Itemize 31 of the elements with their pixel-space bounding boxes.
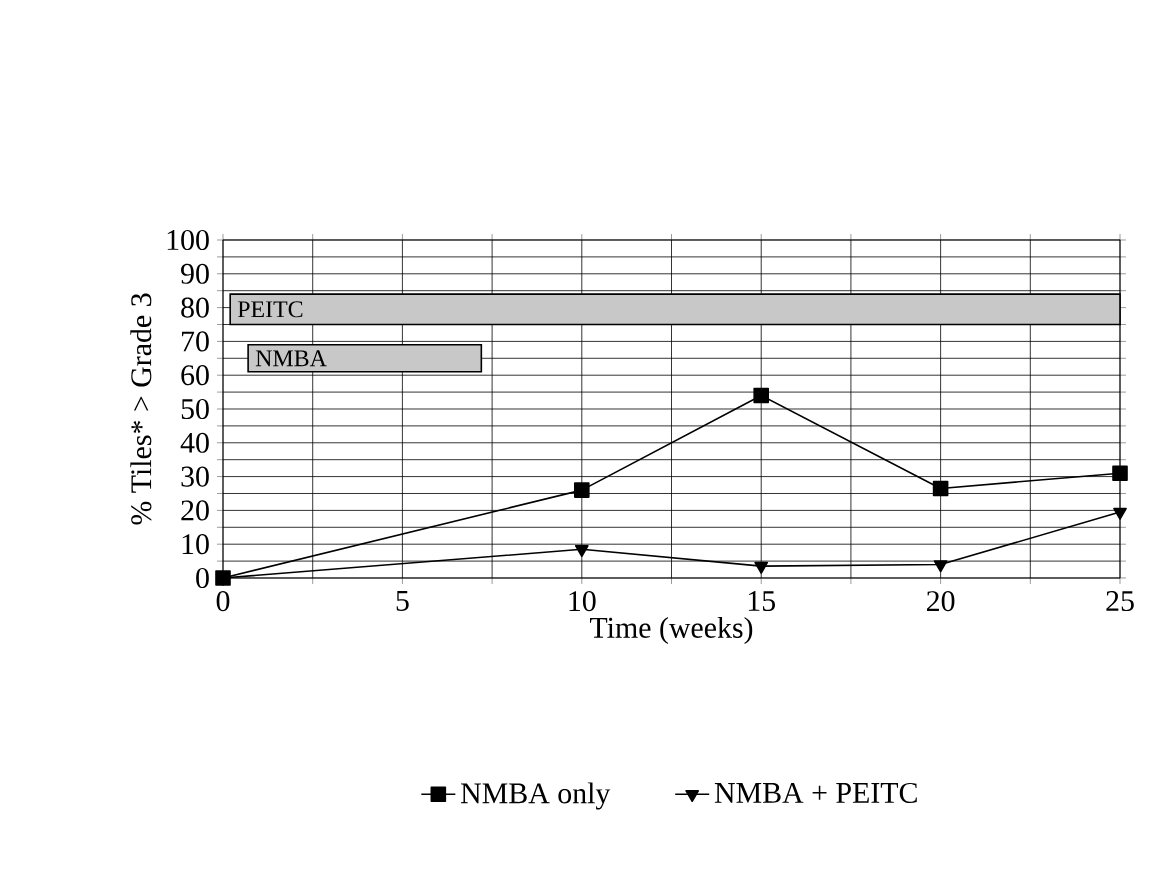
y-tick-label: 70 [182,331,209,352]
point [574,482,590,498]
legend-label: NMBA only [461,782,611,810]
point [754,561,769,574]
y-axis-title: % Tiles* > Grade 3 [130,293,152,525]
x-tick-label: 25 [1106,591,1134,612]
y-tick-label: 0 [196,567,209,589]
x-tick-label: 0 [216,591,230,612]
x-axis-title: Time (weeks) [589,616,753,644]
y-tick-label: 10 [182,534,209,555]
y-tick-label: 60 [181,365,209,386]
y-tick-label: 90 [181,263,209,284]
x-tick-label: 20 [926,591,955,612]
x-tick-label: 15 [748,591,775,612]
y-tick-label: 80 [181,297,209,318]
band-label: NMBA [255,350,327,367]
legend-label: NMBA + PEITC [714,782,917,803]
y-tick-label: 30 [181,466,209,487]
y-tick-label: 100 [167,229,209,251]
y-tick-label: 20 [181,500,209,521]
point [933,560,948,573]
point [574,544,589,558]
point [1113,507,1127,520]
x-tick-label: 5 [396,591,409,611]
y-tick-label: 50 [181,398,209,420]
x-tick-label: 10 [569,591,596,612]
point [1112,465,1128,482]
point [753,387,769,404]
point [932,480,949,497]
y-tick-label: 40 [180,432,209,453]
band-label: PEITC [237,301,303,318]
